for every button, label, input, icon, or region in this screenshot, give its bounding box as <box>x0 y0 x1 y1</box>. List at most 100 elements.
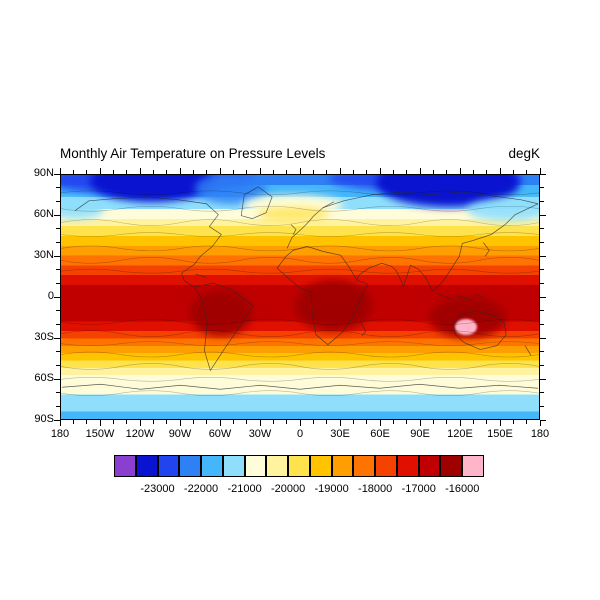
coastline-indonesia <box>437 293 484 301</box>
x-axis-minor-tick <box>72 420 74 424</box>
x-axis-tick <box>419 420 421 426</box>
coastline-mediterranean <box>292 246 341 256</box>
x-axis-tick-label: 150E <box>487 428 513 440</box>
hot-core-blob-africa <box>295 279 372 332</box>
colorbar-cell <box>353 455 376 477</box>
y-axis-minor-tick <box>540 405 544 407</box>
x-axis-minor-tick <box>486 420 488 424</box>
colorbar-label: -18000 <box>358 483 393 495</box>
x-axis-minor-tick <box>72 170 74 174</box>
x-axis-tick-label: 0 <box>296 428 304 440</box>
x-axis-tick <box>539 168 541 174</box>
y-axis-minor-tick <box>540 200 544 202</box>
colorbar-cell <box>201 455 223 477</box>
y-axis-tick-label: 90S <box>34 413 54 425</box>
x-axis-tick <box>499 168 501 174</box>
units-label: degK <box>508 146 540 161</box>
colorbar-cell <box>396 455 419 477</box>
contour-lines-svg <box>61 190 539 396</box>
x-axis-minor-tick <box>326 420 328 424</box>
x-axis-minor-tick <box>392 170 394 174</box>
x-axis-minor-tick <box>432 420 434 424</box>
x-axis-minor-tick <box>246 420 248 424</box>
coastline-uk <box>290 224 297 235</box>
x-axis-minor-tick <box>272 420 274 424</box>
y-axis-minor-tick <box>540 364 544 366</box>
x-axis-tick <box>259 420 261 426</box>
x-axis-minor-tick <box>86 170 88 174</box>
x-axis-minor-tick <box>112 170 114 174</box>
x-axis-tick <box>219 168 221 174</box>
contour-line <box>61 257 539 264</box>
y-axis-tick <box>540 419 546 421</box>
contour-line <box>61 390 539 396</box>
colorbar-cell <box>440 455 463 477</box>
y-axis-tick <box>54 337 60 339</box>
x-axis-tick <box>259 168 261 174</box>
coastline-americas <box>74 196 254 372</box>
x-axis-minor-tick <box>526 420 528 424</box>
x-axis-minor-tick <box>152 170 154 174</box>
x-axis-minor-tick <box>406 420 408 424</box>
y-axis-tick-label: 0 <box>47 290 54 302</box>
plot-title: Monthly Air Temperature on Pressure Leve… <box>60 146 326 161</box>
contour-line <box>61 205 539 212</box>
y-axis-tick <box>54 173 60 175</box>
x-axis-tick-label: 60E <box>370 428 390 440</box>
x-axis-tick <box>339 420 341 426</box>
x-axis-minor-tick <box>526 170 528 174</box>
y-axis-minor-tick <box>56 405 60 407</box>
x-axis-tick <box>59 168 61 174</box>
coastline-madagascar <box>360 321 367 336</box>
y-axis-tick <box>54 378 60 380</box>
x-axis-tick <box>379 420 381 426</box>
title-row: Monthly Air Temperature on Pressure Leve… <box>60 146 540 161</box>
x-axis-minor-tick <box>446 420 448 424</box>
x-axis-minor-tick <box>312 420 314 424</box>
x-axis-minor-tick <box>166 420 168 424</box>
colorbar-cell <box>179 455 202 477</box>
contour-line <box>61 330 539 337</box>
x-axis-tick <box>459 168 461 174</box>
x-axis-tick-label: 30E <box>330 428 350 440</box>
x-axis-tick <box>539 420 541 426</box>
x-axis-minor-tick <box>352 420 354 424</box>
colorbar-cell <box>244 455 267 477</box>
coastline-greenland <box>240 186 273 220</box>
x-axis-minor-tick <box>126 420 128 424</box>
y-axis-minor-tick <box>56 241 60 243</box>
coastline-europe <box>286 201 335 249</box>
x-axis-minor-tick <box>192 420 194 424</box>
y-axis-minor-tick <box>540 310 544 312</box>
colorbar-label: -23000 <box>140 483 175 495</box>
x-axis-tick-label: 120W <box>125 428 155 440</box>
colorbar-cell <box>157 455 180 477</box>
y-axis-minor-tick <box>56 310 60 312</box>
x-axis-tick <box>99 168 101 174</box>
y-axis-tick <box>540 173 546 175</box>
contour-line <box>61 377 539 382</box>
colorbar-cell <box>309 455 332 477</box>
y-axis-minor-tick <box>56 364 60 366</box>
x-axis-tick <box>459 420 461 426</box>
cold-dip-blob-nw-pacific <box>467 199 539 222</box>
colorbar-cell <box>375 455 397 477</box>
colorbar-label: -21000 <box>227 483 262 495</box>
x-axis-tick <box>379 168 381 174</box>
y-axis-tick-label: 30N <box>33 249 54 261</box>
x-axis-minor-tick <box>326 170 328 174</box>
coastline-africa <box>276 250 369 346</box>
x-axis-minor-tick <box>206 420 208 424</box>
y-axis-tick <box>54 255 60 257</box>
colorbar-cell <box>135 455 158 477</box>
colorbar-label: -16000 <box>445 483 480 495</box>
coastline-caribbean <box>195 273 207 278</box>
y-axis-minor-tick <box>540 323 544 325</box>
y-axis-minor-tick <box>540 228 544 230</box>
x-axis-minor-tick <box>126 170 128 174</box>
y-axis-tick <box>540 255 546 257</box>
x-axis-tick <box>179 420 181 426</box>
x-axis-minor-tick <box>232 170 234 174</box>
x-axis-minor-tick <box>366 170 368 174</box>
y-axis-tick <box>54 214 60 216</box>
